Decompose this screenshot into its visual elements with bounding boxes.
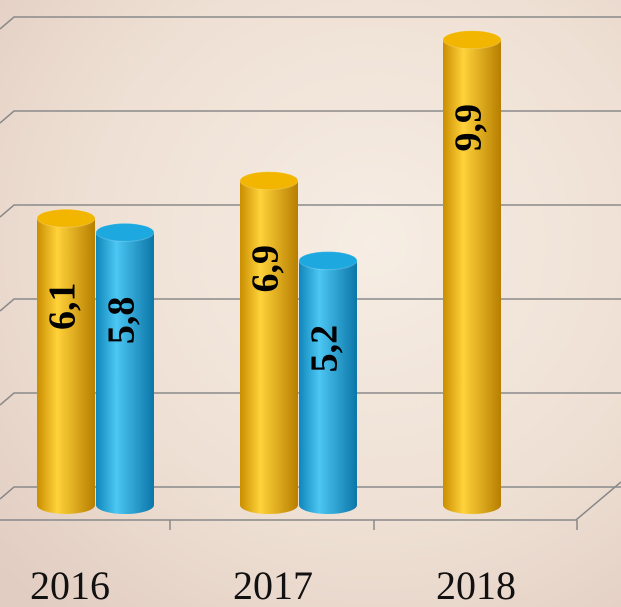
cylinder-body [443,39,501,514]
floor [0,481,621,530]
grid-line [0,486,621,500]
grid-line [0,110,621,124]
cylinder-top [95,222,155,242]
x-tick-label: 2017 [233,563,313,607]
value-label: 5,2 [304,325,346,373]
grid-line [0,204,621,218]
bar [95,222,155,514]
cylinder-top [36,208,96,228]
bar [298,251,358,514]
cylinder-top [298,251,358,271]
x-tick-label: 2018 [436,563,516,607]
cylinder-body [37,218,95,514]
value-label: 9,9 [448,104,490,152]
bar [239,171,299,514]
grid-line [0,392,621,406]
value-label: 6,1 [42,283,84,331]
x-tick-label: 2016 [30,563,110,607]
cylinder-body [96,232,154,514]
cylinder-body [240,180,298,514]
bar [442,30,502,514]
bar [36,208,96,514]
value-label: 6,9 [245,245,287,293]
grid-line [0,16,621,30]
cylinder-body [299,260,357,514]
cylinder-top [239,171,299,191]
value-label: 5,8 [101,297,143,345]
grid-line [0,298,621,312]
cylinder-top [442,30,502,50]
